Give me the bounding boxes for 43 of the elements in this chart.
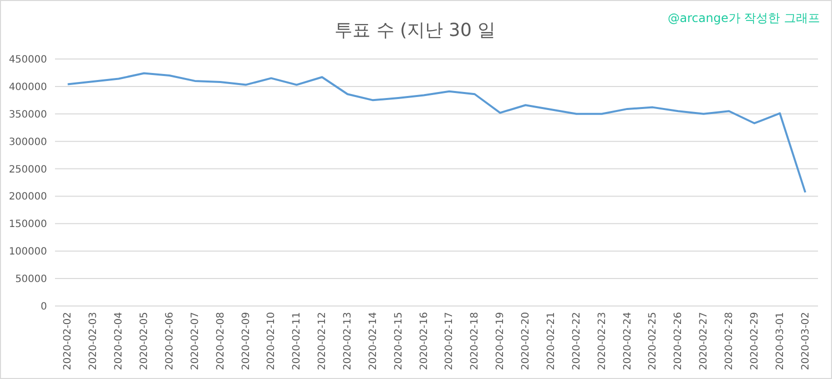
x-tick-label: 2020-02-11 bbox=[292, 312, 303, 370]
y-tick-label: 0 bbox=[40, 302, 47, 312]
x-tick-label: 2020-02-17 bbox=[444, 312, 456, 370]
x-tick-label: 2020-02-27 bbox=[698, 312, 710, 370]
text: @arcange가 작성한 그래프 bbox=[668, 11, 820, 25]
x-tick-label: 2020-02-25 bbox=[648, 312, 659, 370]
x-tick-label: 2020-02-15 bbox=[393, 312, 404, 370]
x-tick-label: 2020-02-29 bbox=[749, 312, 760, 370]
y-tick-label: 50000 bbox=[15, 274, 47, 286]
x-tick-label: 2020-02-03 bbox=[88, 312, 100, 370]
x-tick-label: 2020-02-19 bbox=[495, 312, 506, 370]
x-tick-label: 2020-02-22 bbox=[571, 312, 582, 370]
x-tick-label: 2020-02-21 bbox=[546, 312, 557, 370]
x-tick-label: 2020-02-24 bbox=[622, 312, 634, 370]
x-tick-label: 2020-02-13 bbox=[342, 312, 354, 370]
x-tick-label: 2020-02-23 bbox=[596, 312, 608, 370]
x-tick-label: 2020-03-02 bbox=[800, 312, 812, 370]
x-tick-label: 2020-02-26 bbox=[673, 312, 684, 370]
y-tick-label: 350000 bbox=[8, 109, 47, 120]
x-tick-label: 2020-02-09 bbox=[240, 312, 252, 370]
x-tick-label: 2020-02-12 bbox=[317, 312, 328, 370]
chart-title: 투표 수 (지난 30 일 bbox=[334, 20, 496, 41]
y-tick-label: 150000 bbox=[8, 219, 47, 230]
x-tick-label: 2020-02-28 bbox=[724, 312, 735, 370]
x-tick-label: 2020-02-08 bbox=[215, 312, 226, 370]
x-tick-label: 2020-02-10 bbox=[266, 312, 278, 370]
y-tick-label: 300000 bbox=[8, 136, 47, 148]
x-tick-label: 2020-02-20 bbox=[520, 312, 532, 370]
y-tick-label: 100000 bbox=[8, 246, 47, 258]
x-tick-label: 2020-02-06 bbox=[164, 312, 176, 370]
x-tick-label: 2020-03-01 bbox=[774, 312, 786, 370]
x-tick-label: 2020-02-16 bbox=[418, 312, 430, 370]
y-tick-label: 400000 bbox=[8, 82, 47, 93]
x-tick-label: 2020-02-18 bbox=[470, 312, 481, 370]
x-tick-label: 2020-02-07 bbox=[190, 312, 201, 370]
y-tick-label: 450000 bbox=[8, 54, 47, 66]
x-tick-label: 2020-02-14 bbox=[368, 312, 379, 370]
x-tick-label: 2020-02-02 bbox=[62, 312, 74, 370]
y-tick-label: 250000 bbox=[8, 164, 47, 176]
x-tick-label: 2020-02-05 bbox=[139, 312, 150, 370]
y-tick-label: 200000 bbox=[8, 192, 47, 203]
line-series bbox=[66, 72, 806, 194]
x-tick-label: 2020-02-04 bbox=[114, 312, 125, 370]
